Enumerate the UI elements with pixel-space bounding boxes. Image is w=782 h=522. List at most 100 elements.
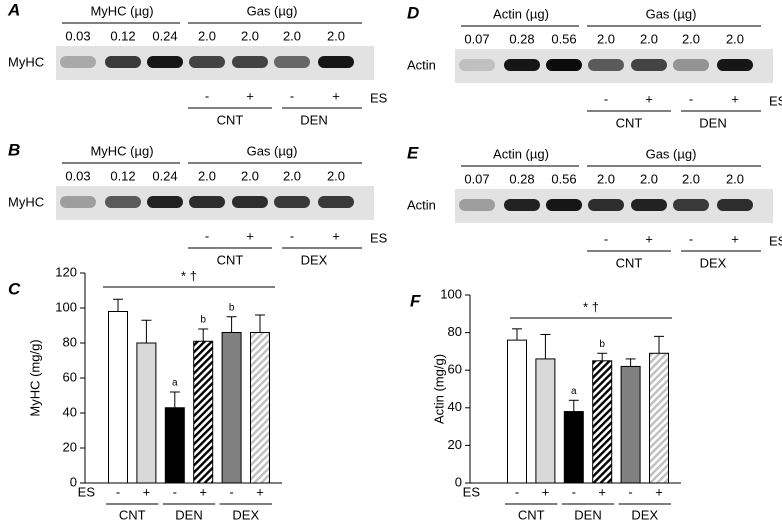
group-label: DEN (175, 507, 202, 522)
es-sign: - (689, 91, 693, 106)
es-sign: + (332, 228, 340, 243)
group-label: DEX (232, 507, 259, 522)
y-tick-label: 60 (448, 362, 462, 377)
amount-label: 2.0 (241, 28, 259, 43)
es-sign: + (332, 88, 340, 103)
blot-band (588, 59, 624, 71)
y-axis-label: Actin (mg/g) (431, 354, 446, 424)
bar (108, 311, 128, 484)
amount-label: 2.0 (327, 28, 345, 43)
amount-label: 2.0 (327, 168, 345, 183)
x-tick-label: - (628, 484, 632, 499)
y-axis-label: MyHC (mg/g) (27, 339, 42, 416)
es-sign: - (290, 88, 294, 103)
x-tick-label: + (598, 484, 606, 499)
bar (649, 352, 669, 484)
blot-band (631, 59, 667, 71)
header-label: Gas (µg) (247, 3, 298, 18)
group-label: CNT (217, 252, 244, 267)
blot-band (717, 199, 753, 211)
panel-letter: D (407, 3, 419, 22)
amount-label: 0.56 (551, 31, 576, 46)
amount-label: 0.07 (464, 171, 489, 186)
es-sign: - (689, 231, 693, 246)
amount-label: 2.0 (640, 171, 658, 186)
bar (507, 339, 527, 484)
blot-band (673, 199, 709, 211)
es-label: ES (370, 230, 388, 245)
es-sign: - (604, 91, 608, 106)
annotation: * † (583, 299, 599, 314)
blot-band (459, 59, 495, 71)
panel-letter: F (410, 291, 421, 310)
es-sign: + (246, 88, 254, 103)
x-tick-label: - (572, 484, 576, 499)
blot-band (232, 196, 268, 208)
blot-band (504, 199, 540, 211)
x-tick-label: + (542, 484, 550, 499)
es-label: ES (78, 484, 96, 499)
group-label: CNT (616, 255, 643, 270)
header-label: Gas (µg) (646, 146, 697, 161)
amount-label: 0.12 (110, 168, 135, 183)
x-tick-label: - (116, 484, 120, 499)
y-tick-label: 40 (63, 404, 77, 419)
blot-band (274, 196, 310, 208)
group-label: DEX (700, 255, 727, 270)
bar-letter: a (172, 378, 178, 389)
blot-band (105, 196, 141, 208)
es-sign: + (246, 228, 254, 243)
amount-label: 0.03 (65, 28, 90, 43)
es-label: ES (463, 484, 481, 499)
group-label: CNT (119, 507, 146, 522)
bar (250, 332, 270, 484)
blot-band (60, 56, 96, 68)
panel-letter: E (407, 143, 419, 162)
blot-band (546, 59, 582, 71)
amount-label: 2.0 (682, 31, 700, 46)
panel-letter: B (8, 140, 20, 159)
bar-letter: a (571, 386, 577, 397)
amount-label: 0.24 (152, 28, 177, 43)
y-tick-label: 0 (70, 474, 77, 489)
bar (563, 411, 584, 484)
blot-band (189, 56, 225, 68)
row-label: MyHC (8, 54, 44, 69)
blot-band (274, 56, 310, 68)
header-label: Actin (µg) (493, 6, 549, 21)
group-label: DEN (699, 115, 726, 130)
es-sign: + (645, 91, 653, 106)
amount-label: 0.56 (551, 171, 576, 186)
y-tick-label: 100 (55, 299, 77, 314)
header-label: Gas (µg) (646, 6, 697, 21)
blot-band (318, 56, 354, 68)
x-tick-label: + (143, 484, 151, 499)
es-label: ES (370, 90, 388, 105)
blot-band (60, 196, 96, 208)
es-sign: - (205, 88, 209, 103)
blot-band (318, 196, 354, 208)
bar (592, 360, 613, 484)
group-label: DEN (574, 507, 601, 522)
y-tick-label: 60 (63, 369, 77, 384)
es-sign: - (604, 231, 608, 246)
bar (221, 332, 242, 484)
annotation: * † (181, 268, 197, 283)
amount-label: 2.0 (283, 168, 301, 183)
amount-label: 2.0 (198, 28, 216, 43)
blot-band (232, 56, 268, 68)
y-tick-label: 80 (63, 334, 77, 349)
blot-band (459, 199, 495, 211)
y-tick-label: 20 (63, 439, 77, 454)
blot-band (673, 59, 709, 71)
blot-band (717, 59, 753, 71)
blot-band (105, 56, 141, 68)
blot-band (147, 196, 183, 208)
y-tick-label: 0 (455, 474, 462, 489)
amount-label: 0.28 (509, 31, 534, 46)
es-sign: + (645, 231, 653, 246)
es-label: ES (769, 93, 782, 108)
bar (620, 365, 641, 484)
x-tick-label: + (655, 484, 663, 499)
